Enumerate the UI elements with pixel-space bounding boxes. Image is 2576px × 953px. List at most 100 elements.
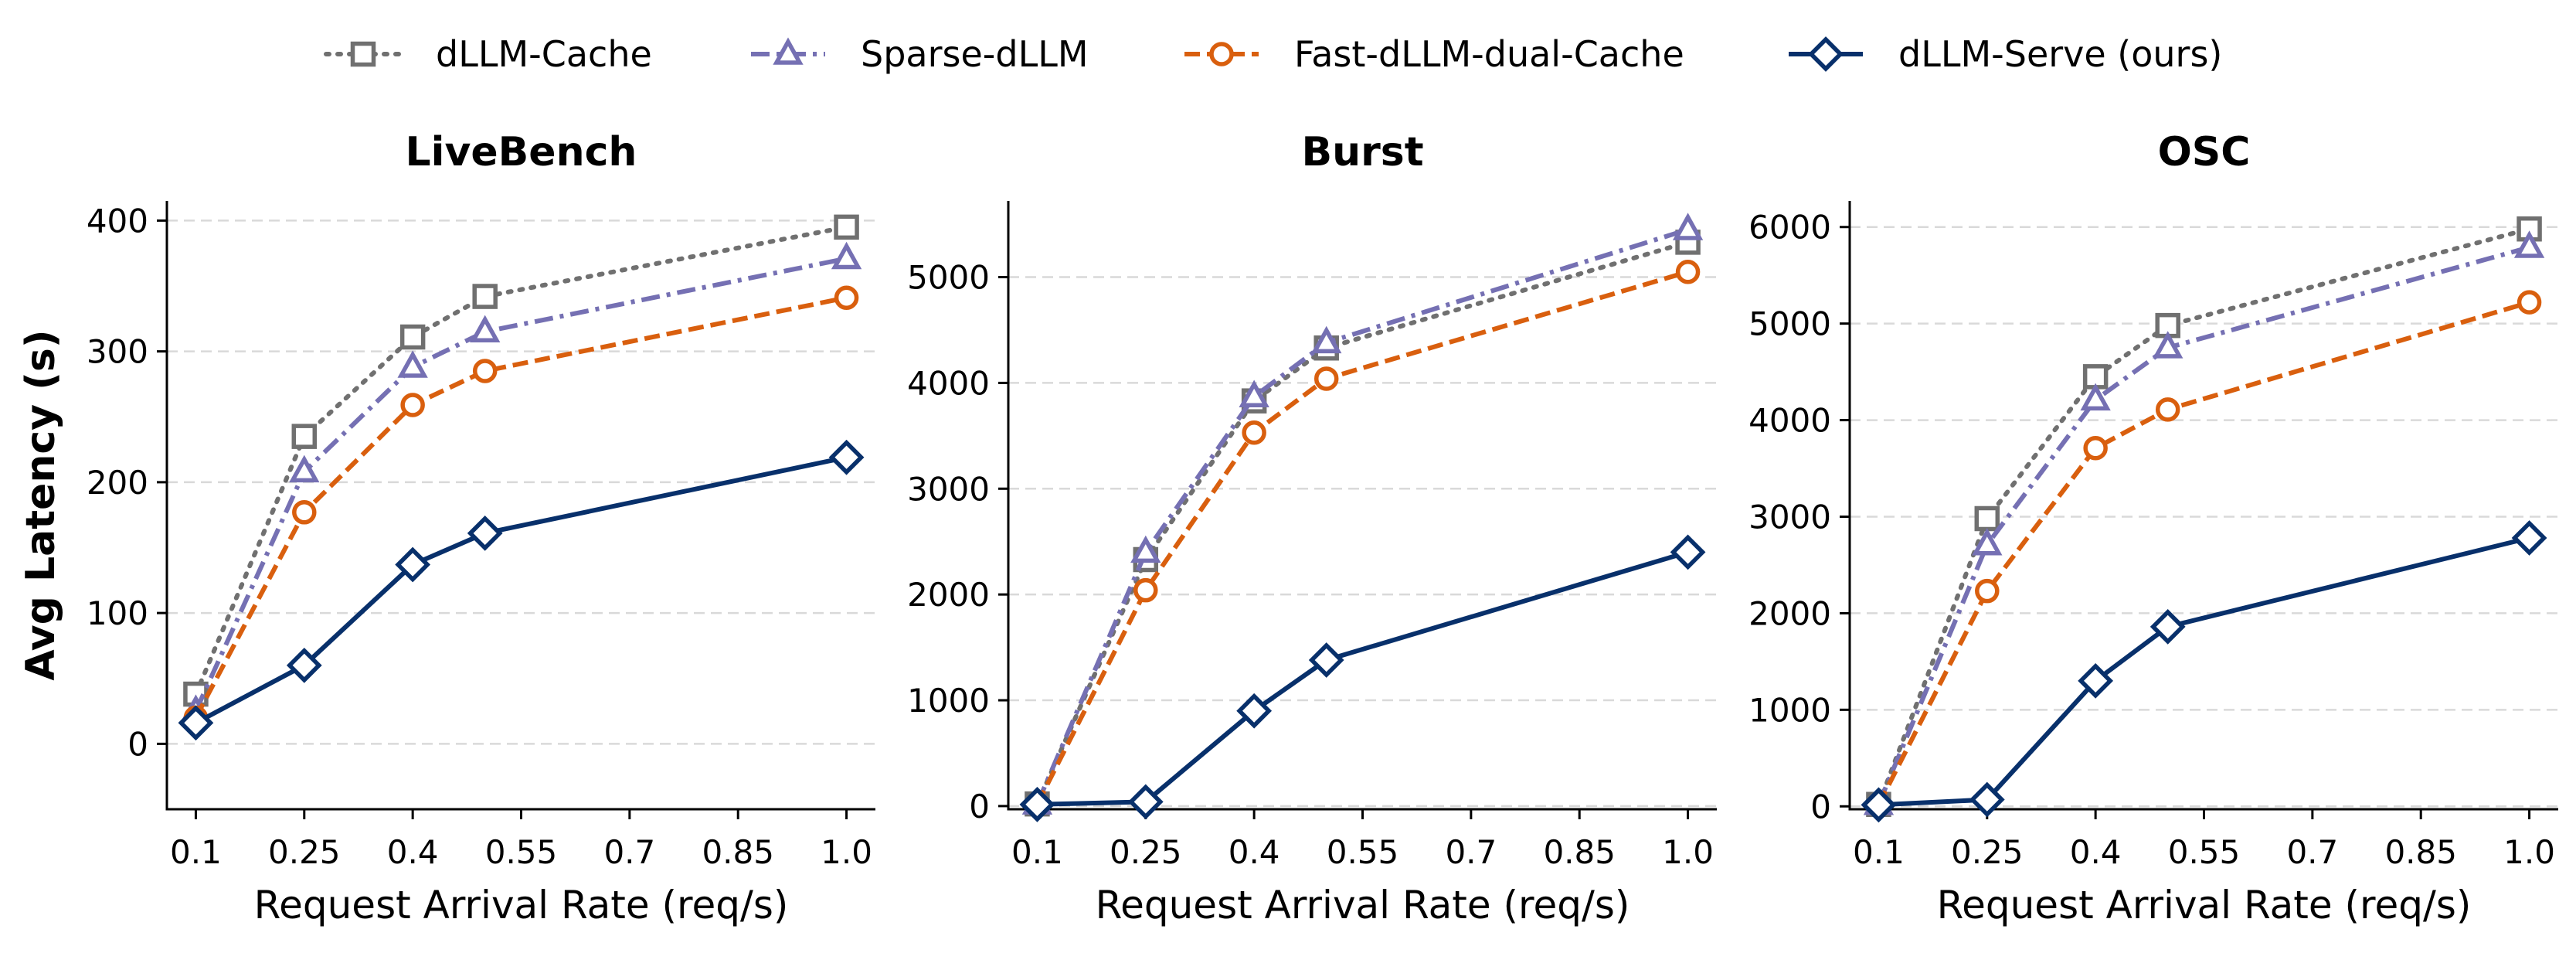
legend-item-fast-dllm-dual-cache: Fast-dLLM-dual-Cache <box>1184 33 1684 75</box>
series-fast-dllm-dual-cache <box>1025 259 1701 817</box>
data-point <box>828 439 865 475</box>
x-tick-label: 0.7 <box>1445 833 1497 871</box>
x-tick-label: 1.0 <box>821 833 872 871</box>
series-line <box>193 256 848 713</box>
series-dllm-serve-ours <box>178 439 865 741</box>
legend: dLLM-Cache Sparse-dLLM Fast-dLLM-dual-Cach… <box>324 33 2222 75</box>
legend-item-sparse-dllm: Sparse-dLLM <box>751 33 1089 75</box>
data-point <box>2517 290 2542 315</box>
x-tick-label: 0.4 <box>387 833 439 871</box>
data-point <box>1975 578 2000 604</box>
panel-burst: Burst 0 1000 2000 3000 4000 5000 0.1 0.25 0.4 0.55… <box>907 129 1717 927</box>
data-point <box>2080 383 2111 411</box>
data-point <box>1974 505 2000 532</box>
data-point <box>1308 642 1344 678</box>
data-point <box>1672 213 1704 240</box>
series-line <box>1876 226 2532 807</box>
data-point <box>2078 662 2114 699</box>
x-tick-label: 0.1 <box>1011 833 1063 871</box>
data-point <box>472 359 498 383</box>
y-tick-label: 4000 <box>1748 402 1831 440</box>
data-point <box>1311 325 1342 354</box>
y-tick-label: 0 <box>969 788 990 825</box>
legend-item-dllm-cache: dLLM-Cache <box>324 33 652 75</box>
series-line <box>1035 240 1691 807</box>
y-tick-label: 0 <box>1810 788 1831 825</box>
data-point <box>2153 331 2183 359</box>
data-point <box>1313 366 1339 391</box>
x-tick-label: 0.4 <box>1229 833 1280 871</box>
data-point <box>2155 397 2180 422</box>
data-point <box>1675 259 1701 284</box>
series-dllm-serve-ours <box>1019 534 1706 822</box>
x-tick-label: 0.55 <box>2168 833 2241 871</box>
x-tick-label: 0.85 <box>702 833 774 871</box>
legend-label: Fast-dLLM-dual-Cache <box>1294 33 1684 75</box>
y-tick-label: 3000 <box>907 470 990 508</box>
data-point <box>1127 784 1164 820</box>
x-tick-label: 0.25 <box>268 833 341 871</box>
x-tick-label: 0.55 <box>1327 833 1399 871</box>
legend-label: Sparse-dLLM <box>861 33 1089 75</box>
data-point <box>178 705 214 741</box>
data-point <box>286 647 322 683</box>
data-point <box>397 350 428 378</box>
data-point <box>470 315 501 342</box>
data-point <box>1972 528 2003 556</box>
series-line <box>193 224 849 697</box>
legend-label: dLLM-Cache <box>436 33 652 75</box>
data-point <box>1133 577 1158 603</box>
series-dllm-cache <box>1025 230 1701 817</box>
series-sparse-dllm <box>1863 230 2545 815</box>
data-point <box>1019 786 1055 822</box>
data-point <box>467 515 503 551</box>
series-line <box>1876 300 2530 806</box>
data-point <box>291 424 318 449</box>
y-tick-label: 4000 <box>907 364 990 402</box>
x-tick-label: 0.85 <box>2384 833 2457 871</box>
x-axis-label: Request Arrival Rate (req/s) <box>1096 883 1630 927</box>
data-point <box>1242 420 1266 445</box>
y-tick-label: 6000 <box>1748 209 1831 247</box>
data-point <box>834 214 859 240</box>
data-point <box>1861 787 1897 823</box>
x-axis-label: Request Arrival Rate (req/s) <box>1937 883 2472 927</box>
y-tick-label: 3000 <box>1748 498 1831 536</box>
y-tick-label: 1000 <box>1748 691 1831 729</box>
x-tick-label: 0.1 <box>170 833 222 871</box>
chart-title: LiveBench <box>406 129 637 175</box>
legend-label: dLLM-Serve (ours) <box>1898 33 2222 75</box>
panels: LiveBench 0 100 200 300 400 0.1 0.25 0.4 0.55 0.7 0… <box>18 129 2558 927</box>
legend-marker-diamond <box>1808 36 1844 72</box>
legend-marker-circle <box>1209 42 1234 66</box>
panel-livebench: LiveBench 0 100 200 300 400 0.1 0.25 0.4 0.55 0.7 0… <box>18 129 875 927</box>
x-tick-label: 0.7 <box>2286 833 2338 871</box>
y-axis-label: Avg Latency (s) <box>18 329 64 680</box>
data-point <box>2083 436 2108 461</box>
data-point <box>1236 693 1273 729</box>
data-point <box>2149 609 2186 645</box>
y-tick-label: 1000 <box>907 682 990 720</box>
legend-marker-square <box>350 41 376 67</box>
data-point <box>400 393 425 417</box>
x-tick-label: 0.85 <box>1543 833 1616 871</box>
y-tick-label: 300 <box>87 333 148 371</box>
data-point <box>1239 379 1269 407</box>
x-tick-label: 0.25 <box>1951 833 2024 871</box>
x-tick-label: 1.0 <box>1662 833 1714 871</box>
series-fast-dllm-dual-cache <box>1866 290 2542 818</box>
y-tick-label: 2000 <box>1748 594 1831 632</box>
data-point <box>395 546 431 583</box>
y-tick-label: 5000 <box>1748 305 1831 343</box>
y-tick-label: 5000 <box>907 259 990 297</box>
data-point <box>2513 230 2545 258</box>
panel-osc: OSC 0 1000 2000 3000 4000 5000 6000 0.1 0.25 0.4 0.… <box>1748 129 2558 927</box>
x-tick-label: 0.25 <box>1110 833 1182 871</box>
series-line <box>1878 536 2530 808</box>
series-sparse-dllm <box>1021 213 1704 815</box>
y-tick-label: 400 <box>87 202 148 240</box>
data-point <box>289 454 320 483</box>
x-tick-label: 0.1 <box>1853 833 1905 871</box>
chart-title: Burst <box>1301 129 1423 175</box>
